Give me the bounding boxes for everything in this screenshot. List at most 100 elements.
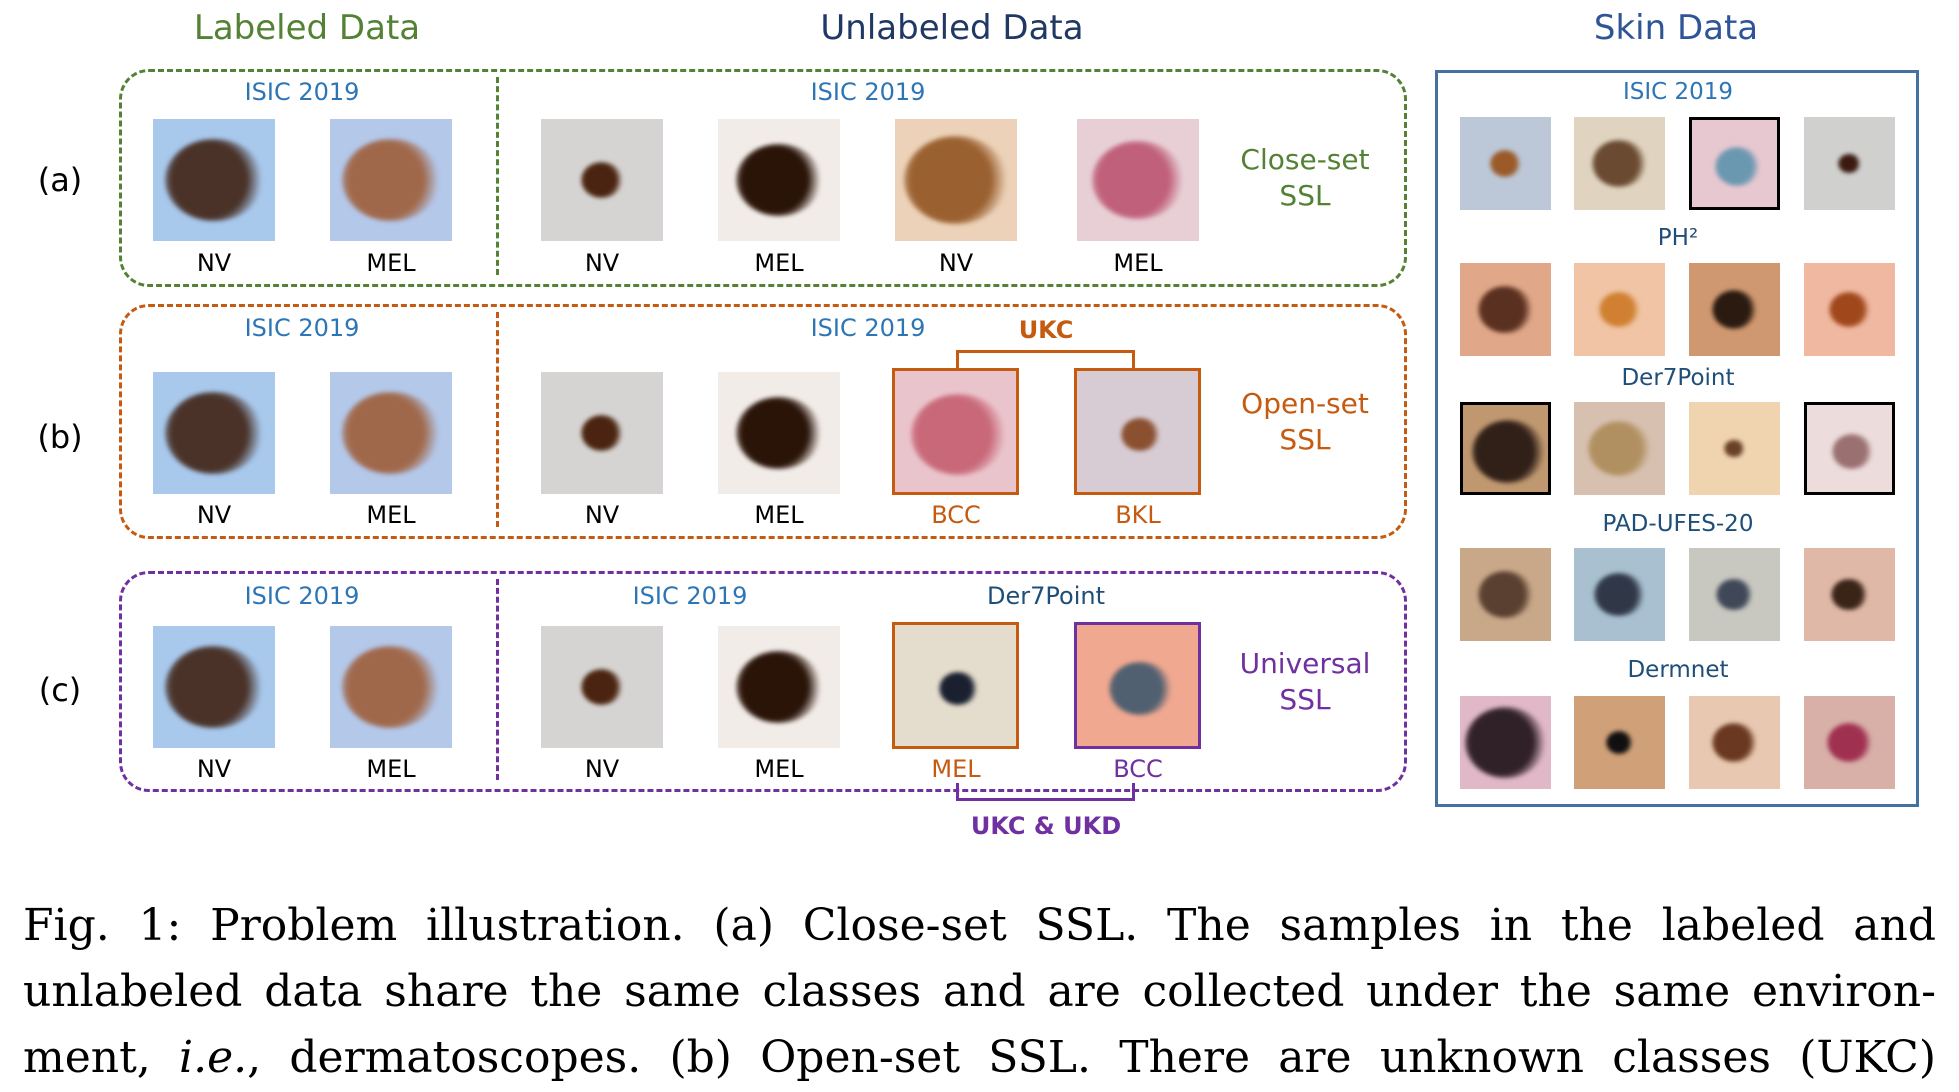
b-setting-label: Open-set SSL [1241, 386, 1369, 458]
labeled-source-label: ISIC 2019 [244, 582, 360, 610]
setting-label-line-1: Universal [1239, 646, 1371, 680]
skin-dataset-label: PAD-UFES-20 [1602, 511, 1754, 537]
lesion-shape [1711, 722, 1758, 763]
skin-sample-image [1574, 548, 1665, 641]
class-label: BKL [1115, 501, 1161, 529]
skin-data-header: Skin Data [1593, 8, 1759, 48]
row-a-dashed-box [119, 69, 1407, 287]
row-c-divider [496, 579, 499, 780]
lesion-shape [342, 391, 440, 475]
class-label: NV [584, 249, 620, 277]
c-setting-label: Universal SSL [1240, 646, 1371, 718]
lesion-shape [736, 143, 822, 217]
skin-sample-image [1689, 548, 1780, 641]
unlabeled-lesion-image [1074, 622, 1201, 749]
lesion-shape [1599, 291, 1640, 328]
setting-label-line-2: SSL [1279, 179, 1331, 212]
ukc-ukd-bracket [956, 783, 1135, 801]
skin-data-panel [1435, 70, 1919, 807]
skin-sample-image [1574, 117, 1665, 210]
skin-dataset-label: Dermnet [1627, 657, 1729, 683]
row-label-c: (c) [38, 671, 82, 709]
lesion-shape [1092, 141, 1184, 219]
lesion-shape [1121, 418, 1160, 451]
labeled-lesion-image [330, 626, 452, 748]
class-label: MEL [931, 755, 981, 783]
unlabeled-lesion-image [892, 368, 1019, 495]
lesion-shape [1605, 730, 1634, 755]
row-label-b: (b) [37, 418, 83, 456]
skin-sample-image [1804, 402, 1895, 495]
unlabeled-lesion-image [895, 119, 1017, 241]
lesion-shape [1714, 146, 1761, 187]
caption-line-1: Fig. 1: Problem illustration. (a) Close-… [23, 900, 1936, 951]
skin-sample-image [1574, 696, 1665, 789]
unlabeled-lesion-image [1077, 119, 1199, 241]
unlabeled-source-label: ISIC 2019 [810, 314, 926, 342]
lesion-shape [1838, 153, 1861, 174]
unlabeled-lesion-image [541, 119, 663, 241]
class-label: NV [938, 249, 974, 277]
unlabeled-data-header: Unlabeled Data [820, 8, 1084, 48]
lesion-shape [736, 650, 822, 724]
figure-caption: Fig. 1: Problem illustration. (a) Close-… [23, 893, 1936, 1091]
row-a-divider [496, 77, 499, 275]
lesion-shape [910, 394, 1007, 475]
row-b-divider [496, 312, 499, 527]
class-label: MEL [366, 249, 416, 277]
skin-sample-image [1460, 548, 1551, 641]
labeled-lesion-image [330, 372, 452, 494]
lesion-shape [342, 645, 440, 729]
lesion-shape [1478, 570, 1533, 619]
class-label: MEL [1113, 249, 1163, 277]
setting-label-line-2: SSL [1279, 682, 1331, 716]
class-label: MEL [366, 755, 416, 783]
skin-sample-image [1460, 402, 1551, 495]
unlabeled-lesion-image [1074, 368, 1201, 495]
skin-sample-image [1460, 696, 1551, 789]
unlabeled-lesion-image [718, 626, 840, 748]
lesion-shape [939, 672, 978, 705]
row-b-dashed-box [119, 304, 1407, 539]
lesion-shape [1832, 433, 1873, 470]
lesion-shape [1472, 419, 1545, 484]
setting-label-line-1: Close-set [1240, 143, 1370, 176]
unlabeled-source-label-2: Der7Point [987, 582, 1105, 610]
lesion-shape [1594, 572, 1645, 617]
lesion-shape [1826, 722, 1873, 763]
skin-sample-image [1804, 548, 1895, 641]
skin-dataset-label: PH² [1657, 225, 1699, 251]
lesion-shape [1489, 149, 1522, 178]
lesion-shape [1592, 139, 1647, 188]
ukc-bracket [956, 350, 1135, 369]
class-label: MEL [366, 501, 416, 529]
class-label: NV [196, 501, 232, 529]
lesion-shape [736, 396, 822, 470]
unlabeled-source-label: ISIC 2019 [810, 78, 926, 106]
labeled-lesion-image [153, 626, 275, 748]
lesion-shape [1711, 289, 1758, 330]
skin-sample-image [1460, 263, 1551, 356]
lesion-shape [580, 414, 624, 452]
lesion-shape [165, 391, 263, 475]
row-label-a: (a) [37, 161, 83, 199]
ukc-label: UKC [1018, 316, 1074, 344]
lesion-shape [1716, 578, 1753, 611]
lesion-shape [1108, 661, 1173, 716]
lesion-shape [580, 668, 624, 706]
unlabeled-lesion-image [718, 119, 840, 241]
class-label: NV [584, 501, 620, 529]
class-label: MEL [754, 501, 804, 529]
class-label: MEL [754, 249, 804, 277]
skin-sample-image [1460, 117, 1551, 210]
labeled-lesion-image [330, 119, 452, 241]
caption-line-3: ment, i.e., dermatoscopes. (b) Open-set … [23, 1032, 1936, 1083]
unlabeled-lesion-image [541, 626, 663, 748]
skin-dataset-label: ISIC 2019 [1622, 79, 1734, 105]
labeled-data-header: Labeled Data [193, 8, 421, 48]
labeled-lesion-image [153, 372, 275, 494]
class-label: MEL [754, 755, 804, 783]
lesion-shape [904, 135, 1008, 225]
lesion-shape [1464, 706, 1547, 779]
unlabeled-lesion-image [892, 622, 1019, 749]
